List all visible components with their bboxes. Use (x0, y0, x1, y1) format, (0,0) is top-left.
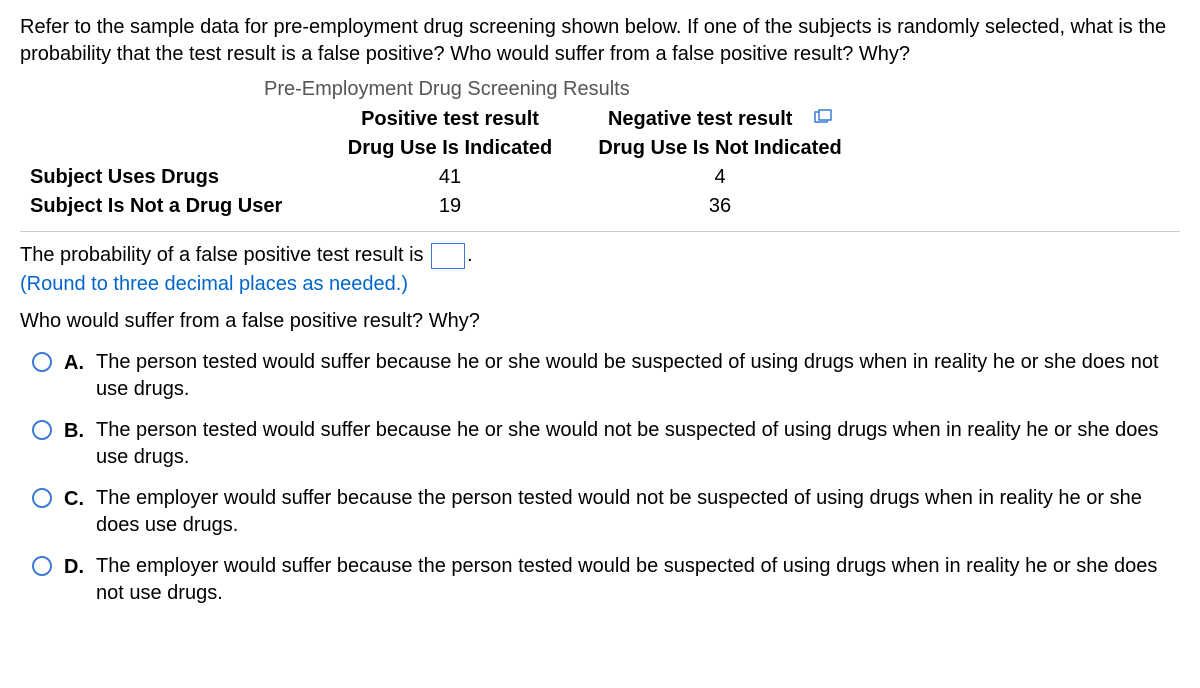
option-letter: A. (64, 350, 84, 377)
table-title: Pre-Employment Drug Screening Results (264, 76, 1180, 103)
option-letter: C. (64, 486, 84, 513)
col-header-positive-1: Positive test result (320, 105, 580, 134)
cell-value: 19 (320, 192, 580, 221)
col-header-positive-2: Drug Use Is Indicated (320, 134, 580, 163)
option-b[interactable]: B. The person tested would suffer becaus… (32, 417, 1180, 471)
option-c[interactable]: C. The employer would suffer because the… (32, 485, 1180, 539)
prob-text-after: . (467, 244, 473, 266)
radio-icon[interactable] (32, 556, 52, 576)
sub-question: Who would suffer from a false positive r… (20, 308, 1180, 335)
probability-sentence: The probability of a false positive test… (20, 242, 1180, 269)
options-list: A. The person tested would suffer becaus… (20, 349, 1180, 607)
table-row: Subject Uses Drugs 41 4 (20, 163, 860, 192)
option-text: The person tested would suffer because h… (96, 417, 1180, 471)
option-letter: D. (64, 554, 84, 581)
col-header-negative-1: Negative test result (608, 108, 793, 130)
cell-value: 41 (320, 163, 580, 192)
cell-value: 36 (580, 192, 860, 221)
option-letter: B. (64, 418, 84, 445)
page-popup-icon[interactable] (814, 106, 832, 133)
answer-input-box[interactable] (431, 243, 465, 269)
table-row: Subject Is Not a Drug User 19 36 (20, 192, 860, 221)
option-text: The person tested would suffer because h… (96, 349, 1180, 403)
data-table: Positive test result Negative test resul… (20, 105, 860, 221)
row-label: Subject Is Not a Drug User (20, 192, 320, 221)
option-a[interactable]: A. The person tested would suffer becaus… (32, 349, 1180, 403)
cell-value: 4 (580, 163, 860, 192)
row-label: Subject Uses Drugs (20, 163, 320, 192)
option-text: The employer would suffer because the pe… (96, 485, 1180, 539)
question-text: Refer to the sample data for pre-employm… (20, 14, 1180, 68)
prob-text-before: The probability of a false positive test… (20, 244, 429, 266)
rounding-hint: (Round to three decimal places as needed… (20, 271, 1180, 298)
radio-icon[interactable] (32, 352, 52, 372)
option-text: The employer would suffer because the pe… (96, 553, 1180, 607)
radio-icon[interactable] (32, 488, 52, 508)
divider (20, 231, 1180, 232)
col-header-negative-2: Drug Use Is Not Indicated (580, 134, 860, 163)
radio-icon[interactable] (32, 420, 52, 440)
option-d[interactable]: D. The employer would suffer because the… (32, 553, 1180, 607)
